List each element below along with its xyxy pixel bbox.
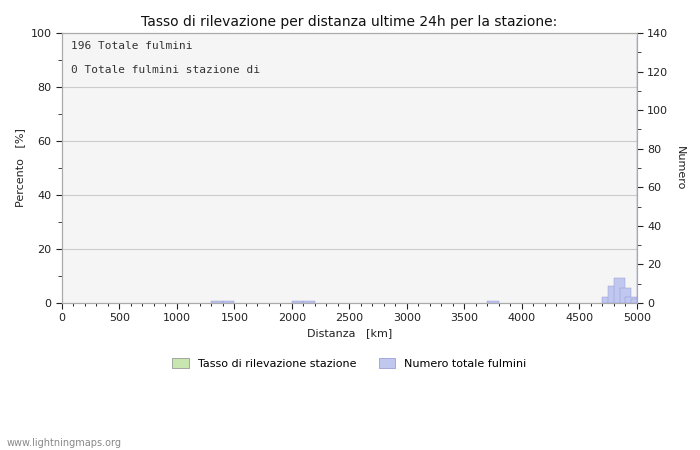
Title: Tasso di rilevazione per distanza ultime 24h per la stazione:: Tasso di rilevazione per distanza ultime… (141, 15, 557, 29)
Bar (487, 301, 499, 303)
Bar (223, 301, 234, 303)
Legend: Tasso di rilevazione stazione, Numero totale fulmini: Tasso di rilevazione stazione, Numero to… (168, 353, 531, 373)
Bar (292, 301, 303, 303)
Bar (211, 301, 223, 303)
Bar (625, 297, 637, 303)
Y-axis label: Percento   [%]: Percento [%] (15, 129, 25, 207)
Y-axis label: Numero: Numero (675, 146, 685, 190)
Bar (602, 297, 614, 303)
Bar (631, 299, 643, 303)
Text: 0 Totale fulmini stazione di: 0 Totale fulmini stazione di (71, 65, 260, 75)
Bar (608, 286, 620, 303)
Bar (620, 288, 631, 303)
X-axis label: Distanza   [km]: Distanza [km] (307, 328, 392, 338)
Text: 196 Totale fulmini: 196 Totale fulmini (71, 41, 192, 51)
Bar (303, 301, 315, 303)
Bar (637, 37, 648, 303)
Text: www.lightningmaps.org: www.lightningmaps.org (7, 438, 122, 448)
Bar (614, 278, 625, 303)
